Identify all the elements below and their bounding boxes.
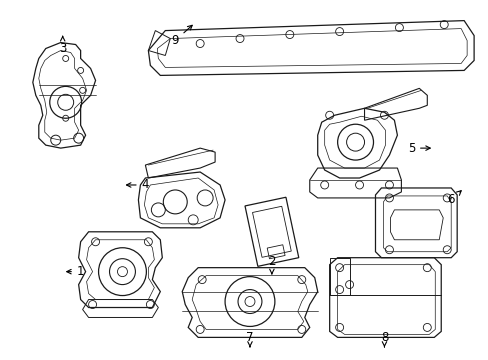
Text: 3: 3	[59, 36, 66, 55]
Text: 2: 2	[267, 255, 275, 274]
Text: 7: 7	[246, 331, 253, 347]
Text: 1: 1	[66, 265, 84, 278]
Text: 9: 9	[171, 25, 192, 47]
Text: 8: 8	[380, 331, 387, 347]
Text: 6: 6	[447, 191, 460, 206]
Text: 5: 5	[407, 141, 429, 155]
Text: 4: 4	[126, 179, 149, 192]
